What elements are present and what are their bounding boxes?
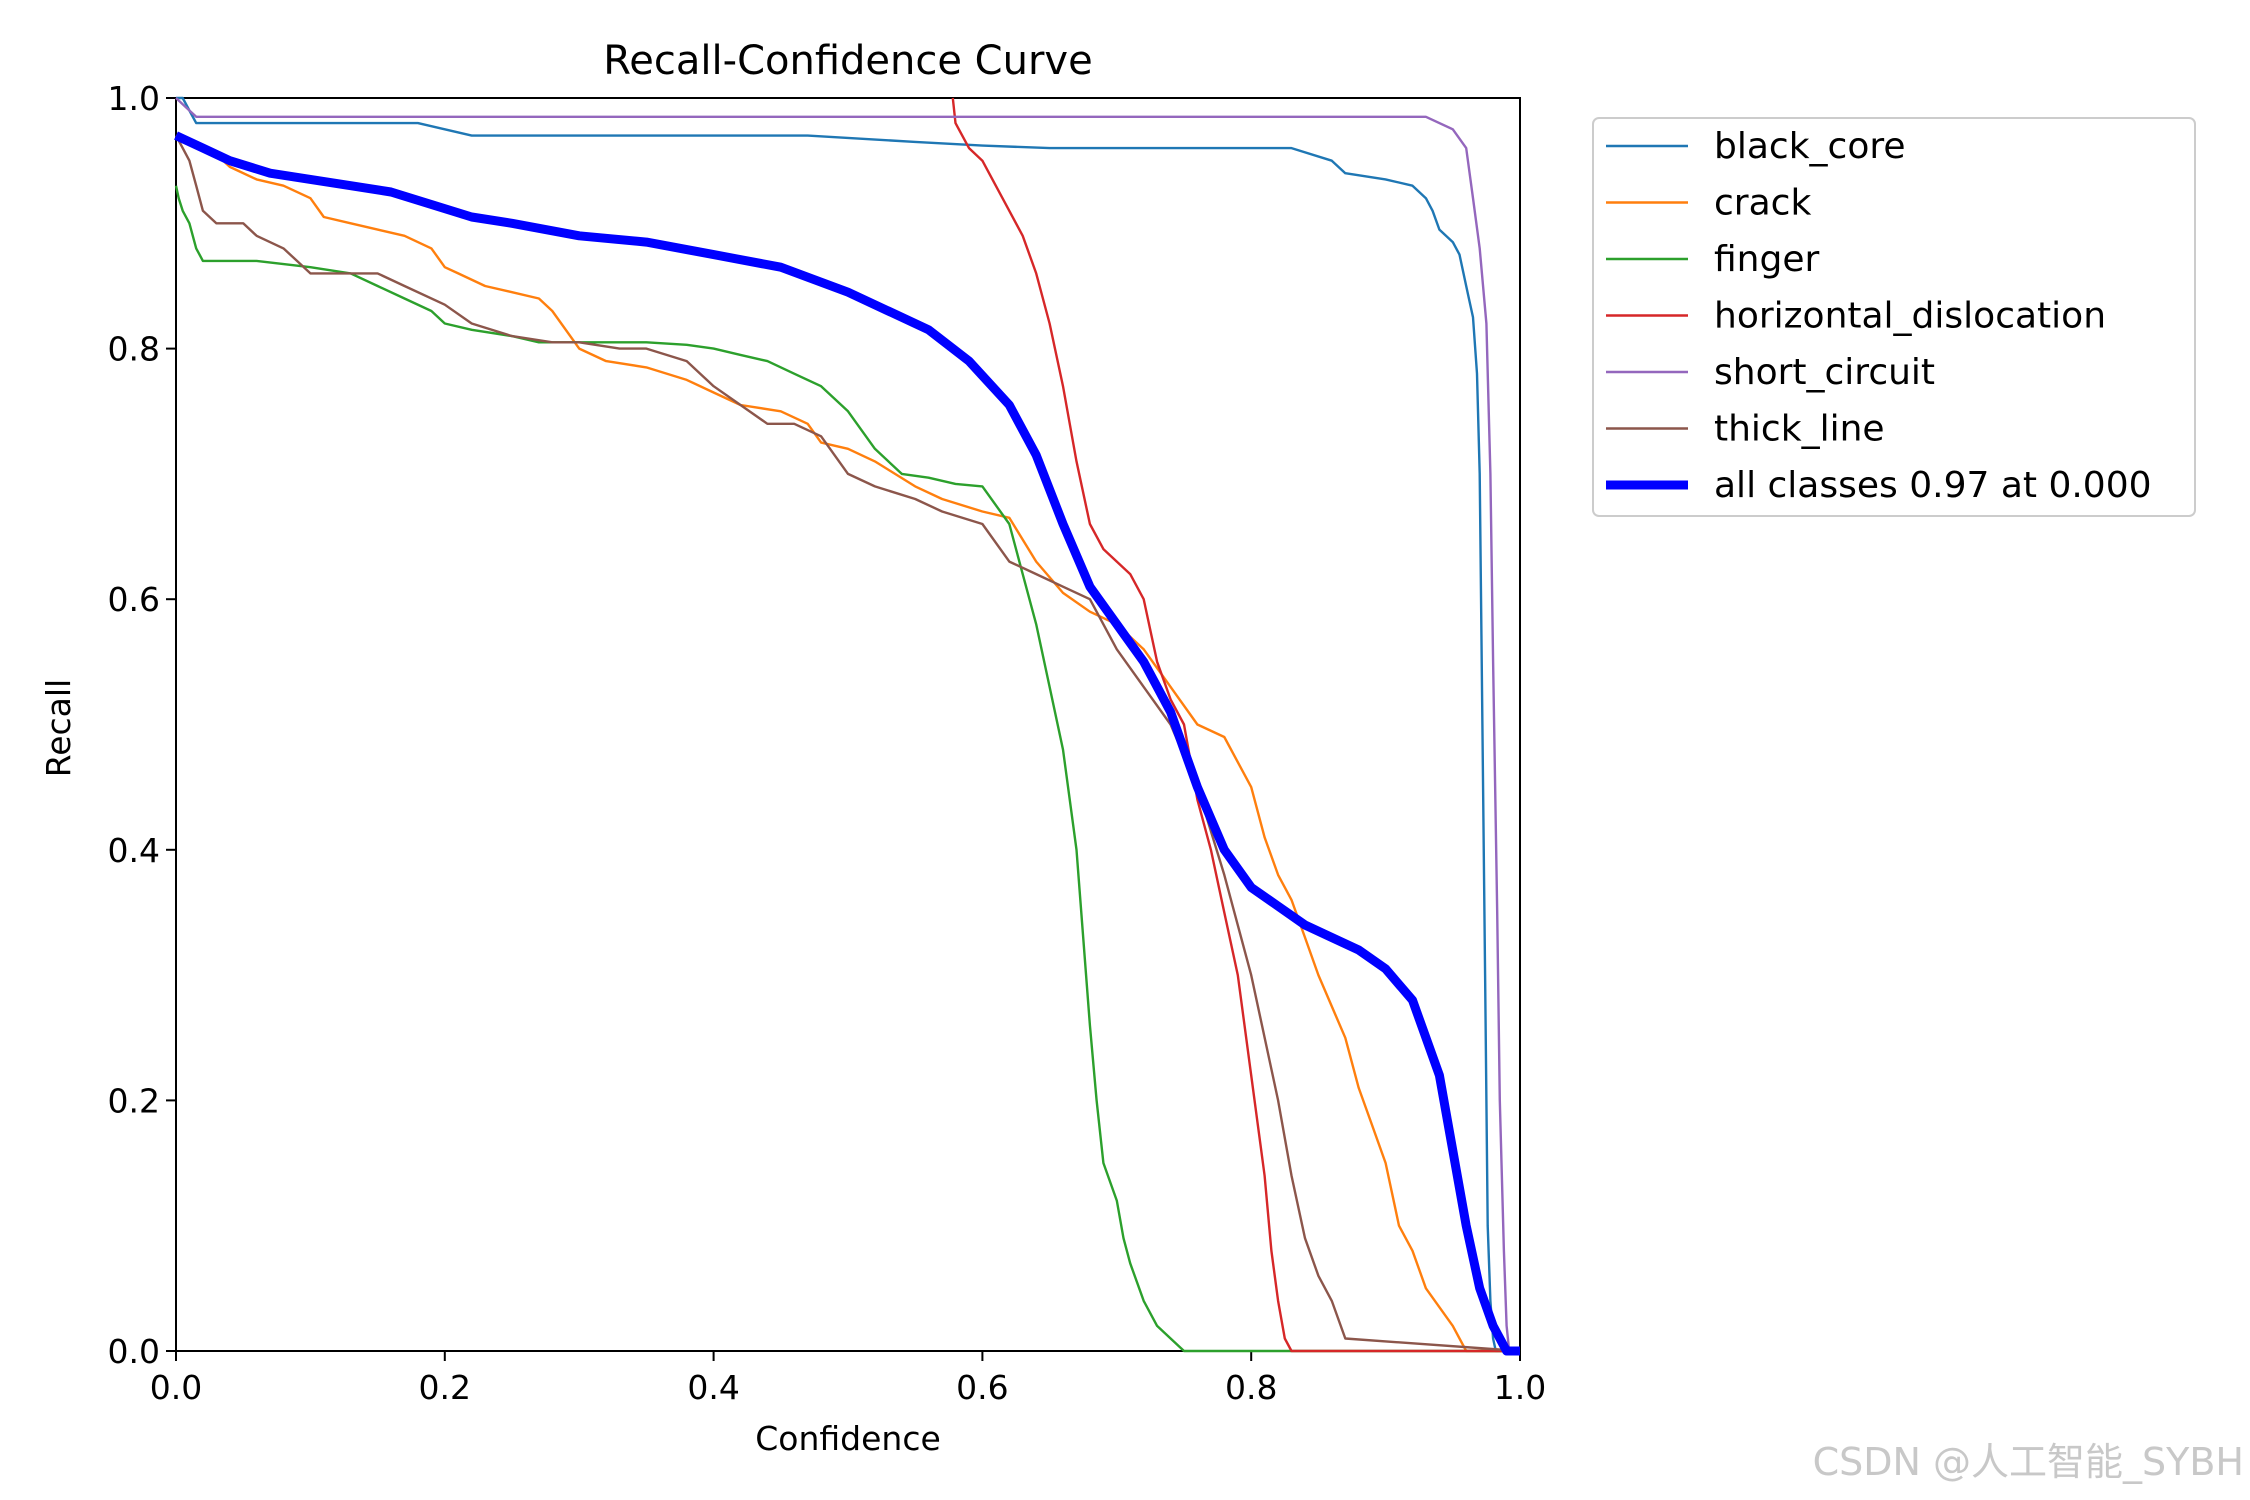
x-tick-label: 0.8: [1225, 1368, 1277, 1407]
y-tick-label: 0.6: [108, 580, 160, 619]
x-tick-label: 0.6: [956, 1368, 1008, 1407]
series-line-short-circuit: [175, 97, 1520, 1353]
legend-label-all-classes-0-97-at-0-000: all classes 0.97 at 0.000: [1714, 465, 2152, 506]
chart-title: Recall-Confidence Curve: [603, 38, 1092, 84]
legend-box: [1592, 117, 2196, 517]
y-axis-label: Recall: [39, 679, 78, 777]
legend-label-thick-line: thick_line: [1714, 409, 1885, 450]
series-line-horizontal-dislocation: [951, 97, 1520, 1353]
y-tick-label: 0.8: [108, 330, 160, 369]
series-line-thick-line: [174, 135, 1521, 1353]
x-tick-label: 0.0: [150, 1368, 202, 1407]
watermark: CSDN @人工智能_SYBH: [1812, 1440, 2244, 1484]
x-tick-label: 1.0: [1494, 1368, 1546, 1407]
y-tick-label: 0.0: [108, 1332, 160, 1371]
y-tick-label: 0.2: [108, 1081, 160, 1120]
series-line-all-classes-0-97-at-0-000: [174, 131, 1520, 1356]
plot-frame: [175, 97, 1521, 1352]
legend-label-short-circuit: short_circuit: [1714, 352, 1935, 393]
y-tick-label: 1.0: [108, 79, 160, 118]
x-axis-label: Confidence: [755, 1419, 941, 1458]
series-line-finger: [174, 185, 1520, 1353]
x-tick-label: 0.4: [687, 1368, 739, 1407]
x-axis: 0.0 0.2 0.4 0.6 0.8 1.0: [150, 1351, 1546, 1407]
series-lines: [174, 96, 1521, 1356]
series-line-black-core: [176, 96, 1520, 1353]
legend-label-finger: finger: [1714, 239, 1819, 280]
legend-label-crack: crack: [1714, 183, 1811, 224]
legend-label-horizontal-dislocation: horizontal_dislocation: [1714, 296, 2106, 337]
x-tick-label: 0.2: [419, 1368, 471, 1407]
legend-label-black-core: black_core: [1714, 126, 1906, 167]
series-line-crack: [175, 134, 1520, 1353]
y-axis: 0.0 0.2 0.4 0.6 0.8 1.0: [108, 79, 176, 1371]
y-tick-label: 0.4: [108, 831, 160, 870]
